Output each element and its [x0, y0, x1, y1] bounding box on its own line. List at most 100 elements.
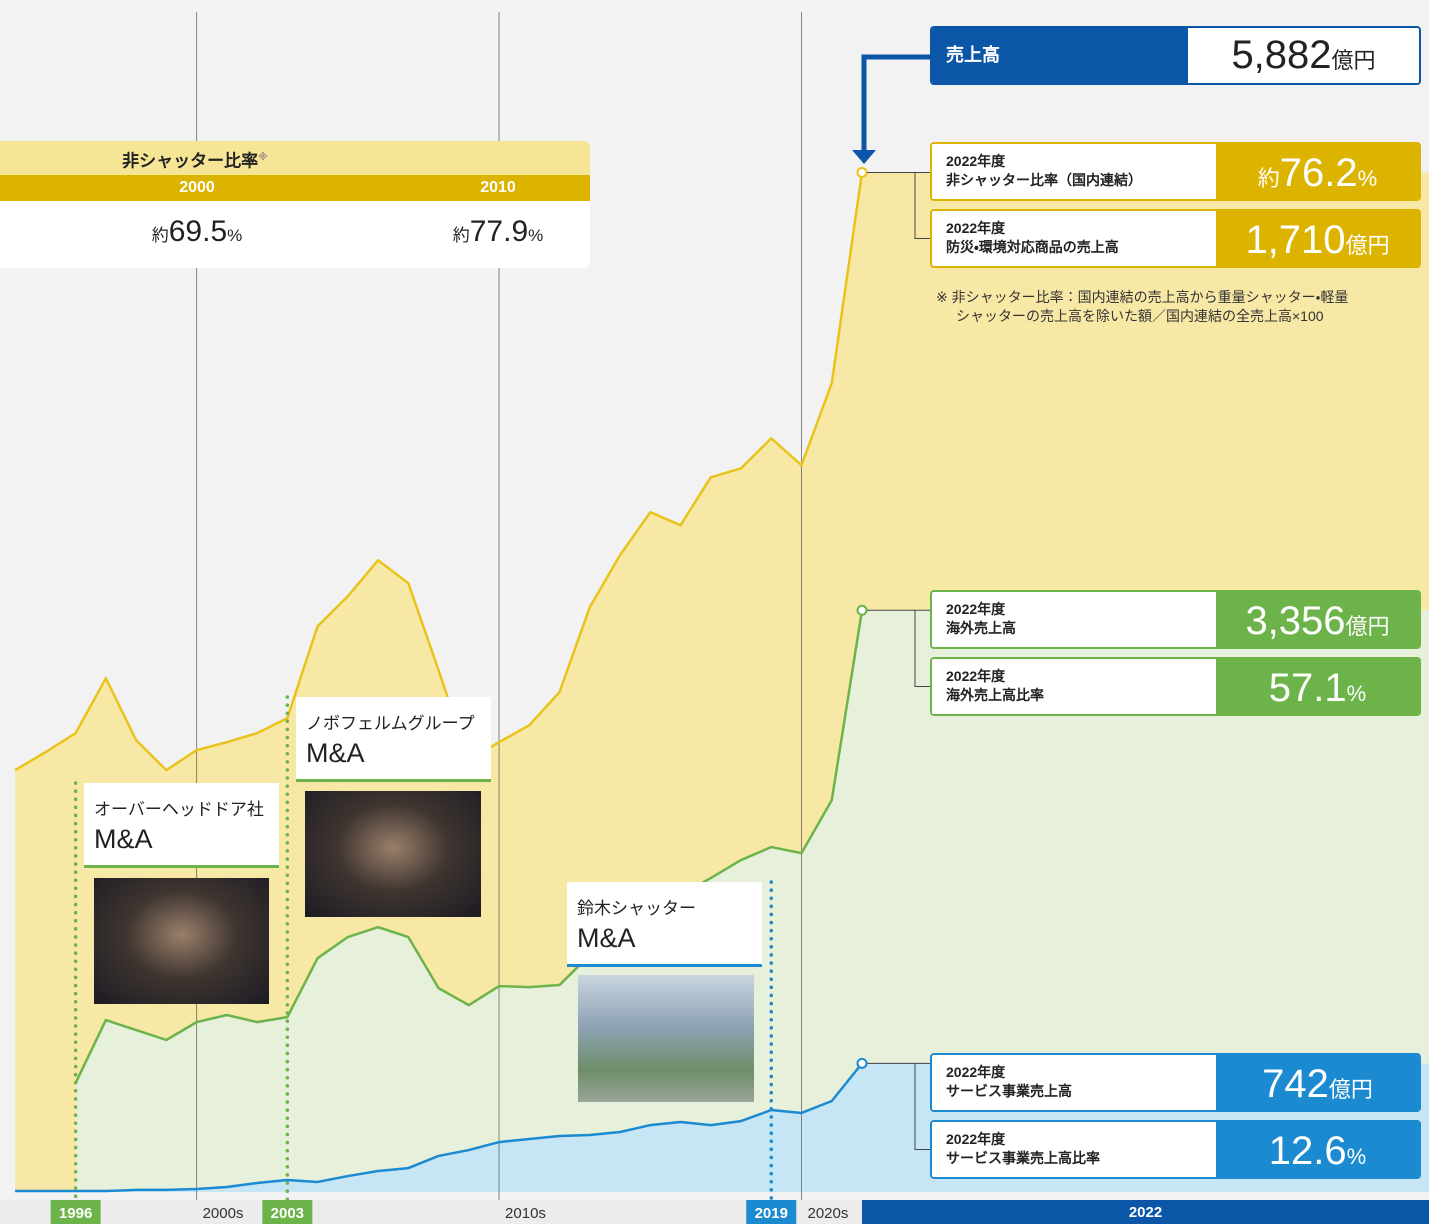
ratio-number: 77.9: [469, 215, 529, 248]
x-tick-label: 2010s: [505, 1205, 546, 1222]
current-year-band: [862, 1200, 1429, 1224]
callout-label-box: 2022年度防災・環境対応商品の売上高: [932, 211, 1216, 266]
milestone-year: 2019: [755, 1205, 788, 1222]
milestone-year-box: [746, 1200, 797, 1224]
callout-number: 3,356: [1245, 599, 1346, 643]
milestone-company: ノボフェルムグループ: [306, 714, 475, 733]
callout-unit: 億円: [1345, 614, 1390, 639]
callout-unit: %: [1346, 681, 1367, 706]
ratio-year-band: [0, 175, 590, 201]
callout-unit: 億円: [1345, 233, 1390, 258]
milestone-box: 鈴木シャッター M&A: [567, 882, 762, 967]
ratio-year: 2000: [179, 179, 215, 196]
ratio-number: 69.5: [168, 215, 228, 248]
sales-arrowhead: [852, 150, 876, 164]
milestone-year-box: [50, 1200, 101, 1224]
milestone-company: 鈴木シャッター: [577, 899, 696, 918]
callout-label: 海外売上高比率: [946, 687, 1044, 703]
photo: [305, 791, 481, 917]
callout-row: 2022年度 海外売上高 3,356億円: [930, 590, 1421, 649]
callout-label-box: 2022年度サービス事業売上高: [932, 1055, 1216, 1110]
callout-label: 防災・環境対応商品の売上高: [946, 239, 1119, 255]
note-line: ※ 非シャッター比率：国内連結の売上高から重量シャッター・軽量: [936, 289, 1349, 305]
callout-value: 3,356億円: [1216, 592, 1419, 647]
callout-number: 12.6: [1268, 1129, 1347, 1173]
x-tick-label: 2000s: [203, 1205, 244, 1222]
ratio-prefix: 約: [452, 226, 470, 245]
callout-year: 2022年度: [946, 220, 1006, 236]
connector: [867, 1062, 930, 1150]
callout-year: 2022年度: [946, 601, 1006, 617]
connector: [867, 609, 930, 687]
callout-number: 57.1: [1268, 666, 1347, 710]
ratio-title-band: 非シャッター比率※: [0, 141, 590, 175]
milestone-year: 2003: [271, 1205, 304, 1222]
callout-number: 1,710: [1245, 218, 1346, 262]
milestone-box: ノボフェルムグループ M&A: [296, 697, 491, 782]
callout-label: サービス事業売上高比率: [946, 1150, 1100, 1166]
callout-value: 742億円: [1216, 1055, 1419, 1110]
ratio-mark: ※: [258, 152, 268, 163]
connector: [867, 171, 930, 239]
ratio-prefix: 約: [151, 226, 169, 245]
callout-label-box: 2022年度 海外売上高: [932, 592, 1216, 647]
ratio-title: 非シャッター比率: [122, 151, 259, 171]
end-point: [856, 166, 868, 178]
callout-year: 2022年度: [946, 1064, 1006, 1080]
callout-number: 76.2: [1279, 151, 1358, 195]
sales-arrow: [861, 54, 930, 150]
photo: [578, 975, 754, 1102]
series-line: [15, 1062, 863, 1193]
milestone-company: オーバーヘッドドア社: [94, 800, 264, 819]
callout-value: 約76.2%: [1216, 144, 1419, 199]
callout-year: 2022年度: [946, 153, 1006, 169]
callout-label-box: 2022年度サービス事業売上高比率: [932, 1122, 1216, 1177]
callout-value: 1,710億円: [1216, 211, 1419, 266]
sales-callout: 売上高 5,882億円: [930, 26, 1421, 85]
series-line: [14, 172, 864, 772]
milestone-event: M&A: [577, 923, 636, 953]
callout-unit: %: [1357, 166, 1378, 191]
callout-year: 2022年度: [946, 668, 1006, 684]
callout-value: 12.6%: [1216, 1122, 1419, 1177]
sales-unit: 億円: [1331, 48, 1376, 73]
callout-label: 非シャッター比率（国内連結）: [946, 172, 1142, 188]
end-point: [856, 604, 868, 616]
callout-label-box: 2022年度非シャッター比率（国内連結）: [932, 144, 1216, 199]
ratio-year: 2010: [480, 179, 516, 196]
callout-row: 2022年度 サービス事業売上高 742億円: [930, 1053, 1421, 1112]
callout-label: 海外売上高: [946, 620, 1016, 636]
photo: [94, 878, 269, 1004]
callout-row: 2022年度 海外売上高比率 57.1%: [930, 657, 1421, 716]
callout-number: 742: [1262, 1062, 1329, 1106]
ratio-value: 約69.5%: [87, 215, 307, 249]
callout-value: 57.1%: [1216, 659, 1419, 714]
callout-row: 2022年度 サービス事業売上高比率 12.6%: [930, 1120, 1421, 1179]
series-line: [74, 610, 864, 1084]
callout-unit: %: [1346, 1144, 1367, 1169]
note: ※ 非シャッター比率：国内連結の売上高から重量シャッター・軽量 シャッターの売上…: [936, 288, 1348, 326]
callout-label-box: 2022年度海外売上高比率: [932, 659, 1216, 714]
callout-prefix: 約: [1257, 166, 1280, 191]
callout-row: 2022年度 非シャッター比率（国内連結） 約76.2%: [930, 142, 1421, 201]
sales-number: 5,882: [1231, 33, 1332, 77]
callout-year: 2022年度: [946, 1131, 1006, 1147]
ratio-unit: %: [528, 226, 544, 245]
milestone-year-box: [262, 1200, 313, 1224]
current-year-label: 2022: [1129, 1204, 1162, 1221]
milestone-event: M&A: [306, 738, 365, 768]
sales-label: 売上高: [932, 28, 1188, 83]
ratio-unit: %: [227, 226, 243, 245]
milestone-year: 1996: [59, 1205, 92, 1222]
end-point: [856, 1057, 868, 1069]
sales-value: 5,882億円: [1188, 28, 1419, 83]
x-tick-label: 2020s: [808, 1205, 849, 1222]
callout-label: サービス事業売上高: [946, 1083, 1072, 1099]
milestone-box: オーバーヘッドドア社 M&A: [84, 783, 279, 868]
callout-unit: 億円: [1328, 1077, 1373, 1102]
callout-row: 2022年度 防災・環境対応商品の売上高 1,710億円: [930, 209, 1421, 268]
note-line: シャッターの売上高を除いた額／国内連結の全売上高×100: [956, 308, 1324, 324]
ratio-value: 約77.9%: [388, 215, 590, 249]
